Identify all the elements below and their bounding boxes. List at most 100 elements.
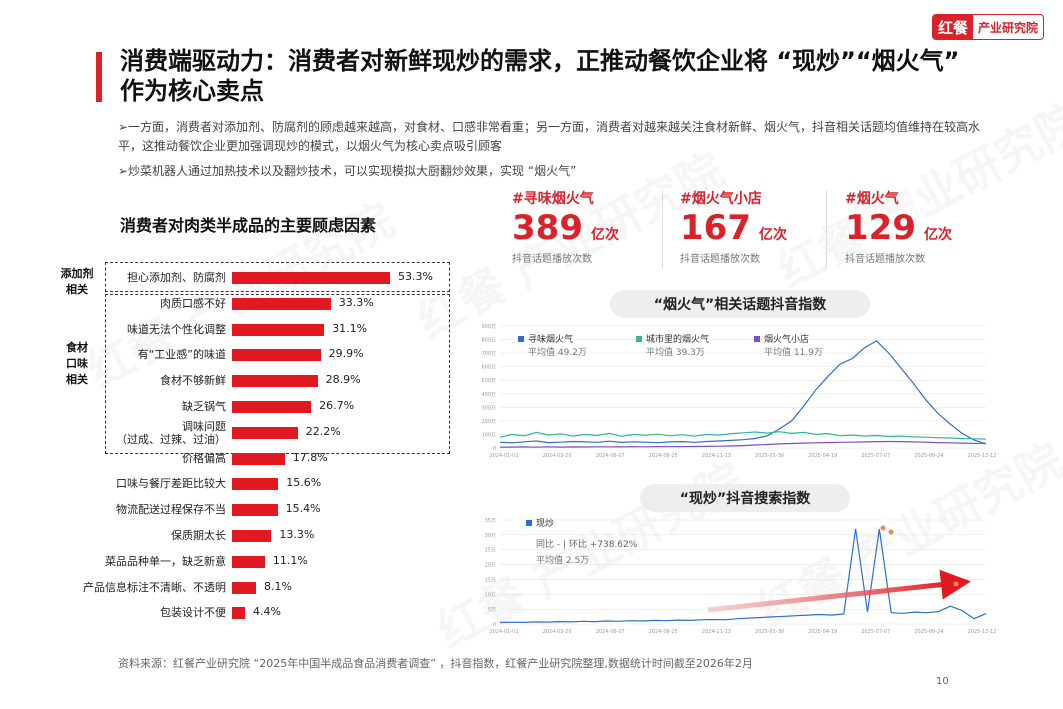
x-tick-label: 2025-04-19 (808, 453, 837, 459)
y-tick-label: 15万 (485, 577, 496, 583)
group-label-additive: 添加剂 相关 (60, 267, 94, 296)
group-label-taste: 食材 口味 相关 (66, 341, 88, 386)
x-tick-label: 2025-12-12 (967, 629, 996, 635)
bar-value-label: 4.4% (253, 605, 281, 619)
y-tick-label: 0 (493, 622, 496, 628)
y-tick-label: 35万 (485, 518, 496, 524)
x-tick-label: 2025-01-30 (755, 629, 784, 635)
stat-divider (662, 190, 663, 268)
x-tick-label: 2025-01-30 (755, 453, 784, 459)
x-tick-label: 2024-01-01 (489, 629, 518, 635)
yoy-label: 同比 - | 环比 +738.62% (536, 538, 638, 550)
stat-tag: #烟火气小店 (680, 191, 762, 207)
stat-card: #寻味烟火气 389 亿次 抖音话题播放次数 (512, 188, 619, 265)
bar-value-label: 29.9% (328, 347, 364, 361)
y-tick-label: 10万 (485, 592, 496, 598)
y-tick-label: 900万 (481, 324, 496, 330)
bar (232, 504, 278, 517)
legend-label: 现炒 (536, 518, 554, 529)
bar-category-label: 调味问题 （过成、过辣、过油） (116, 419, 226, 446)
bar-value-label: 53.3% (398, 270, 433, 283)
stat-number: 389 (512, 208, 583, 248)
legend-label: 城市里的烟火气 (646, 333, 709, 345)
x-tick-label: 2025-09-24 (914, 629, 943, 635)
bar-category-label: 口味与餐厅差距比较大 (116, 477, 226, 491)
x-tick-label: 2024-08-25 (649, 629, 678, 635)
y-tick-label: 25万 (485, 548, 496, 554)
stat-number: 129 (845, 208, 916, 248)
legend-average: 平均值 49.2万 (528, 346, 587, 358)
bar-category-label: 物流配送过程保存不当 (116, 503, 226, 517)
average-label: 平均值 2.5万 (536, 554, 589, 566)
bar (232, 349, 321, 362)
series-line (499, 440, 987, 448)
y-tick-label: 20万 (485, 563, 496, 569)
legend-label: 寻味烟火气 (528, 333, 573, 345)
peak-marker (953, 581, 959, 587)
bar-category-label: 食材不够新鲜 (160, 374, 226, 388)
dashed-group-box-additive (105, 262, 450, 292)
bar-value-label: 31.1% (332, 321, 368, 335)
bar-category-label: 价格偏高 (182, 451, 226, 465)
bar-category-label: 味道无法个性化调整 (127, 322, 226, 336)
x-tick-label: 2025-12-12 (967, 453, 996, 459)
bar-category-label: 保质期太长 (171, 529, 226, 542)
bar (232, 297, 331, 310)
bar (232, 426, 298, 439)
bar-value-label: 28.9% (325, 373, 361, 387)
bullet-item: ➢炒菜机器人通过加热技术以及翻炒技术，可以实现模拟大厨翻炒效果，实现 “烟火气” (118, 164, 577, 178)
bar (232, 555, 265, 568)
bar-category-label: 担心添加剂、防腐剂 (127, 271, 226, 284)
x-tick-label: 2025-09-24 (914, 453, 943, 459)
y-tick-label: 0 (493, 446, 496, 452)
bar (232, 452, 285, 465)
bar (232, 607, 246, 620)
bar-category-label: 有“工业感”的味道 (137, 348, 226, 362)
bar (232, 401, 312, 413)
bar-category-label: 产品信息标注不清晰、不透明 (83, 580, 226, 594)
bar (232, 581, 256, 594)
y-tick-label: 5万 (488, 607, 496, 613)
legend-swatch (518, 336, 524, 342)
legend-average: 平均值 11.9万 (764, 346, 823, 358)
stat-caption: 抖音话题播放次数 (680, 254, 760, 265)
y-tick-label: 300万 (481, 405, 496, 411)
x-tick-label: 2024-11-13 (702, 629, 731, 635)
x-tick-label: 2024-08-25 (649, 453, 678, 459)
bar (232, 530, 272, 542)
brand-logo: 红餐 产业研究院 (932, 14, 1045, 40)
bar-value-label: 33.3% (338, 295, 374, 309)
line-chart-1-header: “烟火气”相关话题抖音指数 (610, 290, 870, 318)
bullet-list: ➢一方面，消费者对添加剂、防腐剂的顾虑越来越高，对食材、口感非常看重；另一方面，… (118, 118, 988, 187)
logo-text: 产业研究院 (978, 20, 1039, 35)
stat-unit: 亿次 (758, 227, 787, 243)
legend-swatch (754, 336, 760, 342)
y-tick-label: 30万 (485, 533, 496, 539)
bar-value-label: 15.4% (285, 502, 321, 516)
legend-label: 烟火气小店 (764, 333, 809, 345)
bar (232, 375, 318, 388)
peak-marker (888, 529, 894, 535)
bar (232, 478, 279, 491)
x-tick-label: 2025-04-19 (808, 629, 837, 635)
series-line (499, 340, 987, 445)
bar-category-label: 包装设计不便 (160, 606, 226, 620)
stat-card: #烟火气小店 167 亿次 抖音话题播放次数 (680, 188, 787, 265)
page-title: 消费端驱动力：消费者对新鲜现炒的需求，正推动餐饮企业将 “现炒”“烟火气” 作为… (120, 47, 960, 105)
legend-average: 平均值 39.3万 (646, 346, 705, 358)
line-chart-1: 900万800万700万600万500万400万300万200万100万0202… (481, 324, 996, 459)
y-tick-label: 800万 (481, 338, 496, 344)
y-tick-label: 400万 (481, 392, 496, 398)
x-tick-label: 2024-06-07 (596, 629, 625, 635)
line-chart-2-header: “现炒”抖音搜索指数 (640, 484, 850, 512)
page-number: 10 (936, 676, 949, 687)
bar-value-label: 15.6% (286, 476, 322, 490)
stat-number: 167 (680, 208, 751, 248)
stat-caption: 抖音话题播放次数 (845, 254, 925, 265)
source-note: 资料来源：红餐产业研究院 “2025年中国半成品食品消费者调查” ，抖音指数，红… (118, 657, 753, 670)
bar (232, 323, 325, 336)
bar-value-label: 8.1% (264, 579, 292, 593)
peak-marker (880, 525, 886, 531)
stat-caption: 抖音话题播放次数 (512, 254, 592, 265)
